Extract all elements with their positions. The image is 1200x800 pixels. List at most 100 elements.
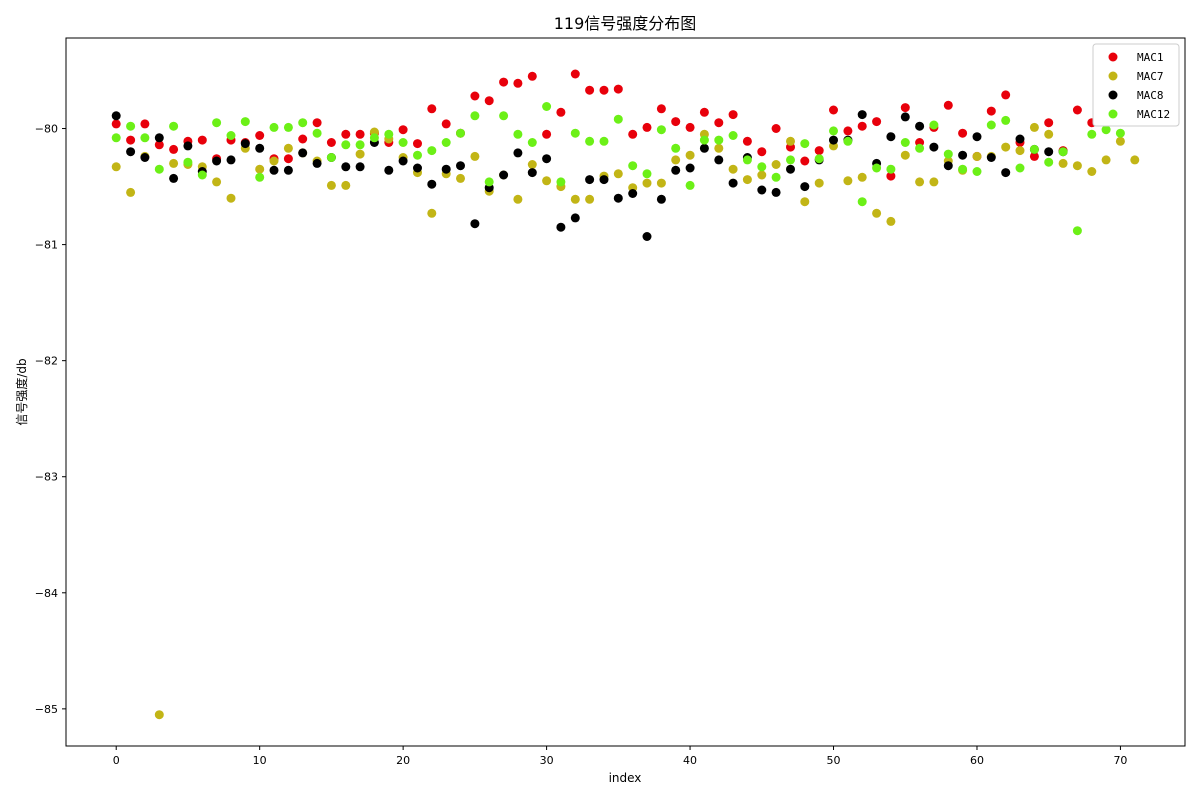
point-mac12 (699, 135, 709, 145)
point-mac1 (714, 118, 724, 128)
point-mac12 (1115, 128, 1125, 138)
point-mac8 (699, 143, 709, 153)
point-mac7 (1101, 155, 1111, 165)
point-mac7 (111, 162, 121, 172)
point-mac12 (829, 126, 838, 136)
x-tick-label: 70 (1113, 754, 1127, 767)
point-mac12 (384, 129, 394, 139)
point-mac12 (542, 102, 552, 111)
point-mac12 (398, 138, 408, 147)
point-mac1 (513, 78, 523, 88)
point-mac12 (929, 120, 939, 130)
point-mac12 (226, 131, 236, 140)
x-tick-label: 10 (253, 754, 267, 767)
point-mac8 (154, 133, 164, 143)
point-mac1 (872, 117, 882, 127)
point-mac1 (986, 106, 996, 116)
point-mac8 (413, 163, 422, 173)
point-mac8 (656, 194, 666, 204)
point-mac1 (699, 107, 709, 117)
point-mac12 (456, 128, 465, 138)
point-mac1 (757, 147, 767, 157)
point-mac1 (642, 122, 652, 132)
point-mac1 (427, 104, 437, 114)
point-mac7 (843, 176, 853, 186)
point-mac1 (814, 146, 824, 156)
point-mac7 (456, 173, 465, 183)
point-mac12 (355, 140, 365, 150)
point-mac1 (958, 128, 968, 138)
point-mac8 (255, 143, 265, 153)
point-mac7 (972, 151, 982, 161)
point-mac1 (556, 107, 566, 117)
legend-box (1092, 43, 1180, 127)
point-mac12 (140, 133, 150, 143)
point-mac12 (599, 136, 609, 146)
point-mac8 (771, 187, 781, 197)
point-mac8 (384, 165, 394, 175)
point-mac12 (628, 161, 638, 171)
x-tick-label: 30 (540, 754, 554, 767)
point-mac8 (441, 164, 451, 174)
point-mac7 (929, 177, 939, 187)
point-mac7 (326, 180, 336, 190)
point-mac1 (857, 121, 867, 131)
point-mac1 (742, 136, 752, 146)
point-mac12 (240, 117, 250, 127)
point-mac1 (1001, 90, 1011, 100)
legend-label-mac12: MAC12 (1137, 108, 1170, 121)
point-mac7 (613, 169, 623, 179)
point-mac7 (169, 158, 179, 168)
point-mac12 (1029, 144, 1039, 154)
point-mac7 (1015, 146, 1025, 156)
point-mac1 (886, 171, 896, 181)
point-mac12 (470, 111, 480, 121)
y-axis-ticks: −85 −84 −83 −82 −81 −80 (35, 123, 66, 716)
legend-label-mac7: MAC7 (1137, 70, 1164, 83)
point-mac12 (341, 140, 351, 150)
point-mac7 (154, 710, 164, 720)
point-mac8 (398, 156, 408, 166)
point-mac7 (857, 172, 867, 182)
point-mac7 (470, 151, 480, 161)
point-mac12 (183, 157, 193, 167)
y-tick-label: −85 (35, 703, 58, 716)
y-tick-label: −82 (35, 355, 58, 368)
point-mac8 (1044, 147, 1054, 157)
point-mac12 (1072, 226, 1082, 236)
point-mac8 (685, 163, 695, 173)
point-mac12 (527, 138, 537, 147)
point-mac12 (1044, 157, 1054, 167)
point-mac1 (470, 91, 480, 101)
point-mac1 (341, 129, 351, 139)
chart-title: 119信号强度分布图 (554, 14, 697, 33)
point-mac12 (111, 133, 121, 143)
point-mac7 (542, 176, 552, 186)
point-mac7 (527, 160, 537, 169)
point-mac8 (943, 161, 953, 171)
point-mac12 (800, 139, 810, 149)
point-mac1 (771, 124, 781, 133)
point-mac1 (283, 154, 293, 164)
point-mac1 (441, 119, 451, 129)
point-mac7 (800, 197, 810, 207)
point-mac8 (111, 111, 121, 121)
point-mac12 (843, 136, 853, 146)
point-mac12 (126, 121, 136, 131)
point-mac1 (255, 131, 265, 140)
point-mac8 (527, 168, 537, 178)
point-mac7 (642, 178, 652, 188)
point-mac7 (656, 178, 666, 188)
legend: MAC1 MAC7 MAC8 MAC12 (1092, 43, 1180, 127)
point-mac8 (570, 213, 580, 223)
point-mac12 (986, 120, 996, 130)
point-mac1 (613, 84, 623, 94)
point-mac1 (197, 135, 207, 145)
point-mac1 (843, 126, 853, 136)
point-mac8 (556, 222, 566, 232)
point-mac12 (154, 164, 164, 174)
point-mac12 (814, 154, 824, 164)
point-mac7 (1058, 158, 1068, 168)
point-mac8 (269, 165, 279, 175)
